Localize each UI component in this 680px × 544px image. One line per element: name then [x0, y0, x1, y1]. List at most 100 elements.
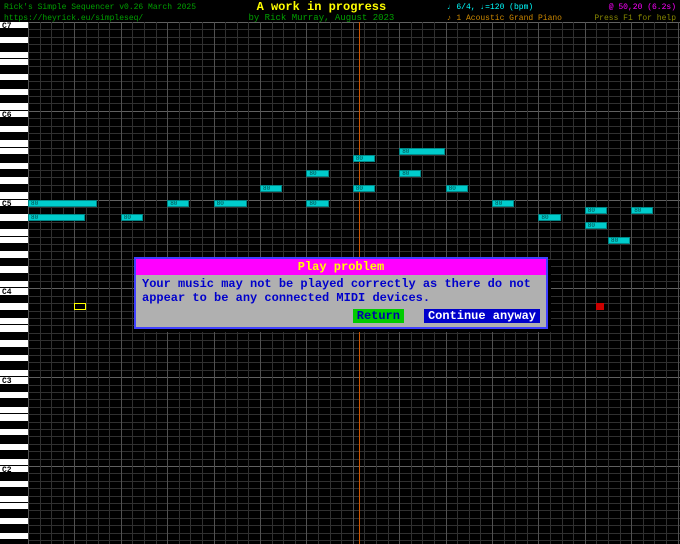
piano-black-key[interactable] — [0, 451, 18, 458]
piano-black-key[interactable] — [0, 488, 18, 495]
tempo-label: ♩ 6/4, ♩=120 (bpm) — [447, 2, 562, 13]
midi-note[interactable]: 80 — [306, 170, 328, 177]
piano-black-key[interactable] — [0, 525, 18, 532]
piano-white-key[interactable] — [0, 89, 28, 96]
octave-label: C2 — [2, 466, 12, 475]
piano-white-key[interactable] — [0, 177, 28, 184]
piano-black-key[interactable] — [0, 185, 18, 192]
position-label: @ 50,20 (6.2s) — [580, 2, 676, 13]
piano-black-key[interactable] — [0, 44, 18, 51]
piano-black-key[interactable] — [0, 259, 18, 266]
piano-white-key[interactable] — [0, 481, 28, 488]
piano-white-key[interactable] — [0, 414, 28, 421]
octave-label: C3 — [2, 377, 12, 386]
piano-black-key[interactable] — [0, 333, 18, 340]
piano-keyboard[interactable]: C7 C6 C5 C4 C3 C2 — [0, 22, 28, 544]
piano-black-key[interactable] — [0, 170, 18, 177]
sequencer-workspace[interactable]: C7 C6 C5 C4 C3 C2 80 80 80 80 80 80 80 80 80 80 80 80 80 8… — [0, 22, 680, 544]
midi-note[interactable]: 80 — [353, 155, 375, 162]
continue-anyway-button[interactable]: Continue anyway — [424, 309, 540, 323]
piano-white-key[interactable] — [0, 407, 28, 414]
piano-black-key[interactable] — [0, 66, 18, 73]
piano-white-key[interactable] — [0, 192, 28, 199]
song-info: A work in progress by Rick Murray, Augus… — [248, 2, 394, 20]
piano-white-key[interactable] — [0, 237, 28, 244]
piano-black-key[interactable] — [0, 155, 18, 162]
piano-white-key[interactable] — [0, 59, 28, 66]
midi-note[interactable]: 80 — [260, 185, 282, 192]
piano-white-key[interactable] — [0, 496, 28, 503]
midi-note[interactable]: 80 — [538, 214, 560, 221]
piano-black-key[interactable] — [0, 244, 18, 251]
midi-note[interactable]: 80 — [399, 170, 421, 177]
piano-white-key[interactable] — [0, 74, 28, 81]
octave-label: C4 — [2, 288, 12, 297]
piano-white-key[interactable] — [0, 103, 28, 110]
midi-note[interactable]: 80 — [399, 148, 444, 155]
piano-black-key[interactable] — [0, 133, 18, 140]
piano-white-key[interactable] — [0, 266, 28, 273]
octave-label: C5 — [2, 200, 12, 209]
piano-white-key[interactable] — [0, 503, 28, 510]
piano-black-key[interactable] — [0, 311, 18, 318]
piano-white-key[interactable] — [0, 214, 28, 221]
edit-cursor — [74, 303, 86, 310]
dialog-message: Your music may not be played correctly a… — [136, 275, 546, 307]
return-button[interactable]: Return — [353, 309, 404, 323]
piano-black-key[interactable] — [0, 362, 18, 369]
piano-white-key[interactable] — [0, 444, 28, 451]
piano-white-key[interactable] — [0, 355, 28, 362]
piano-white-key[interactable] — [0, 251, 28, 258]
piano-black-key[interactable] — [0, 274, 18, 281]
piano-white-key[interactable] — [0, 429, 28, 436]
midi-note[interactable]: 80 — [585, 207, 607, 214]
piano-white-key[interactable] — [0, 148, 28, 155]
piano-white-key[interactable] — [0, 229, 28, 236]
midi-note[interactable]: 80 — [446, 185, 468, 192]
midi-note[interactable]: 80 — [28, 200, 97, 207]
piano-white-key[interactable] — [0, 126, 28, 133]
piano-white-key[interactable] — [0, 340, 28, 347]
dialog-button-row: Return Continue anyway — [136, 307, 546, 327]
pedal-marker[interactable] — [596, 303, 604, 310]
octave-label: C7 — [2, 22, 12, 31]
play-problem-dialog: Play problem Your music may not be playe… — [134, 257, 548, 329]
piano-black-key[interactable] — [0, 422, 18, 429]
piano-white-key[interactable] — [0, 533, 28, 540]
piano-black-key[interactable] — [0, 399, 18, 406]
piano-white-key[interactable] — [0, 303, 28, 310]
midi-note[interactable]: 80 — [608, 237, 630, 244]
midi-note[interactable]: 80 — [585, 222, 607, 229]
piano-white-key[interactable] — [0, 370, 28, 377]
piano-black-key[interactable] — [0, 81, 18, 88]
piano-white-key[interactable] — [0, 325, 28, 332]
midi-note[interactable]: 80 — [492, 200, 514, 207]
midi-note[interactable]: 80 — [631, 207, 653, 214]
piano-black-key[interactable] — [0, 96, 18, 103]
midi-note[interactable]: 80 — [167, 200, 189, 207]
midi-note[interactable]: 80 — [353, 185, 375, 192]
piano-black-key[interactable] — [0, 510, 18, 517]
piano-white-key[interactable] — [0, 518, 28, 525]
dialog-title: Play problem — [136, 259, 546, 275]
song-title: A work in progress — [248, 2, 394, 13]
piano-white-key[interactable] — [0, 140, 28, 147]
piano-white-key[interactable] — [0, 37, 28, 44]
midi-note[interactable]: 80 — [121, 214, 143, 221]
piano-black-key[interactable] — [0, 436, 18, 443]
status-info: @ 50,20 (6.2s) Press F1 for help 19:01:0… — [580, 2, 676, 20]
octave-label: C6 — [2, 111, 12, 120]
piano-white-key[interactable] — [0, 163, 28, 170]
header-bar: Rick's Simple Sequencer v0.26 March 2025… — [0, 0, 680, 22]
piano-white-key[interactable] — [0, 459, 28, 466]
piano-black-key[interactable] — [0, 348, 18, 355]
midi-note[interactable]: 80 — [306, 200, 328, 207]
piano-white-key[interactable] — [0, 318, 28, 325]
midi-note[interactable]: 80 — [28, 214, 85, 221]
piano-black-key[interactable] — [0, 222, 18, 229]
piano-white-key[interactable] — [0, 392, 28, 399]
piano-white-key[interactable] — [0, 52, 28, 59]
midi-note[interactable]: 80 — [214, 200, 248, 207]
piano-white-key[interactable] — [0, 281, 28, 288]
playback-info: ♩ 6/4, ♩=120 (bpm) ♪ 1 Acoustic Grand Pi… — [447, 2, 562, 20]
